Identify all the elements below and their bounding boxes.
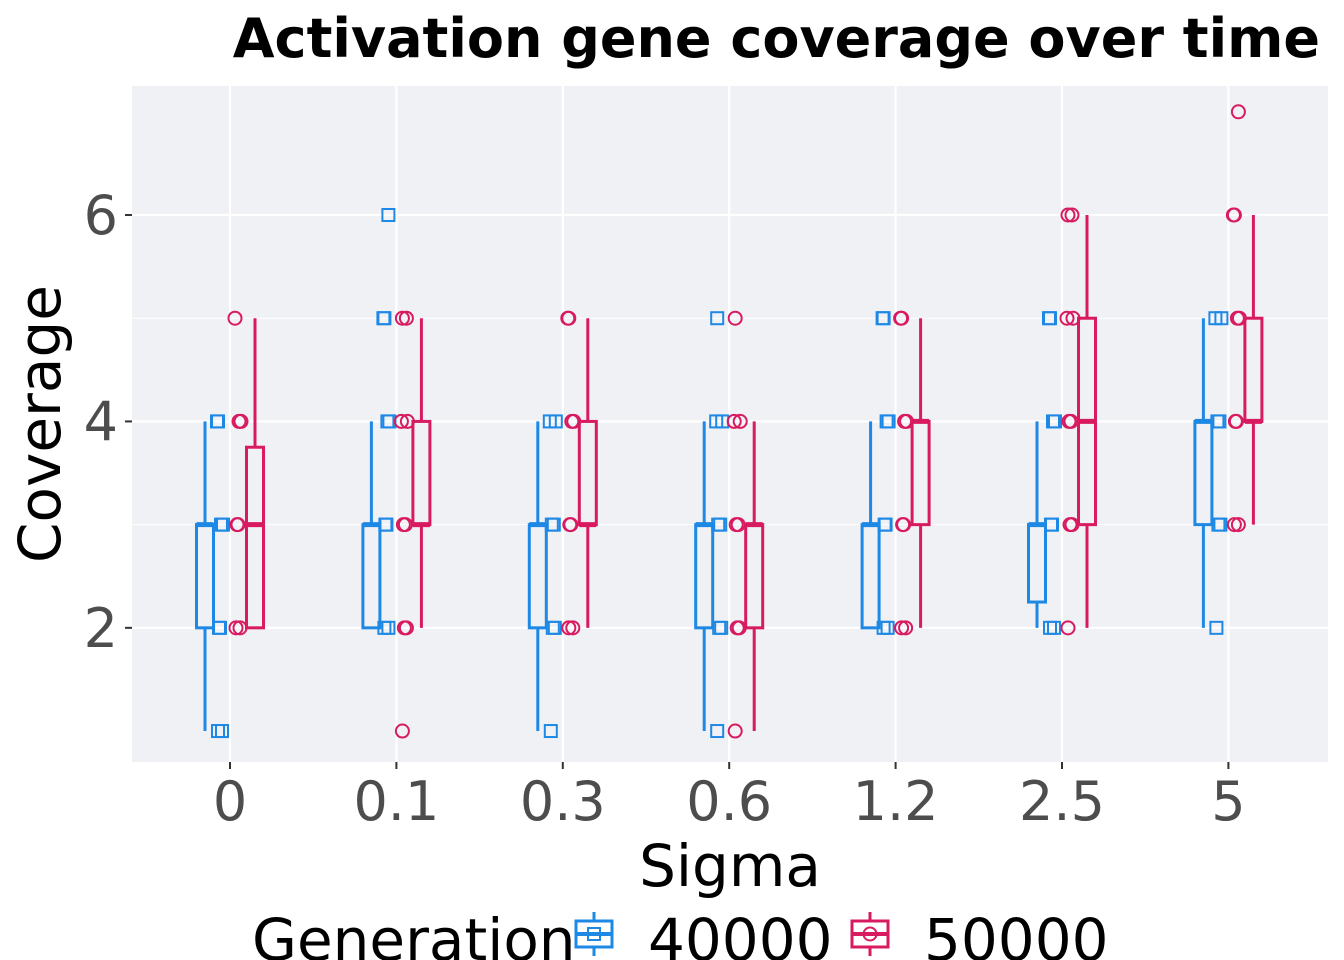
plot-marks <box>195 104 1264 739</box>
y-axis: 2 4 6 <box>84 184 132 660</box>
data-point <box>1226 207 1242 223</box>
data-point <box>378 517 393 532</box>
data-point <box>561 620 577 636</box>
x-tick-label: 0 <box>213 770 247 833</box>
x-tick-label: 5 <box>1211 770 1245 833</box>
data-point <box>545 620 560 635</box>
data-point <box>1065 310 1081 326</box>
legend: Generation 40000 50000 <box>252 906 1109 960</box>
data-point <box>398 310 414 326</box>
data-point <box>394 723 410 739</box>
data-point <box>393 413 409 429</box>
data-point <box>1227 413 1243 429</box>
data-point <box>1211 517 1226 532</box>
data-point <box>394 310 410 326</box>
x-tick-label: 0.1 <box>353 770 439 833</box>
data-point <box>227 310 243 326</box>
data-point <box>1060 620 1076 636</box>
legend-key-50000 <box>848 912 892 956</box>
y-tick-label: 6 <box>84 184 118 247</box>
data-point <box>1044 517 1058 532</box>
data-point <box>732 413 748 429</box>
data-point <box>710 724 725 739</box>
data-point <box>543 724 558 739</box>
data-point <box>216 517 230 532</box>
data-point <box>1063 413 1079 429</box>
data-point <box>399 413 415 429</box>
data-point <box>397 517 413 533</box>
data-point <box>1059 310 1075 326</box>
chart-title: Activation gene coverage over time <box>233 7 1320 70</box>
x-axis: 0 0.1 0.3 0.6 1.2 2.5 5 <box>213 762 1246 833</box>
data-point <box>565 620 581 636</box>
data-point <box>710 311 725 326</box>
data-point <box>1230 517 1246 533</box>
y-tick-label: 4 <box>84 390 118 453</box>
data-point <box>895 517 911 533</box>
data-point <box>1230 104 1246 120</box>
data-point <box>709 414 724 429</box>
data-point <box>546 517 561 532</box>
data-point <box>1048 414 1062 429</box>
data-point <box>876 311 891 326</box>
legend-key-marker <box>587 927 601 941</box>
data-point <box>1208 311 1223 326</box>
data-point <box>232 620 248 636</box>
data-point <box>562 517 578 533</box>
legend-title: Generation <box>252 906 576 960</box>
y-tick-label: 2 <box>84 597 118 660</box>
data-point <box>212 620 226 635</box>
data-point <box>233 413 249 429</box>
data-point <box>894 620 910 636</box>
x-axis-title: Sigma <box>639 832 821 900</box>
data-point <box>726 413 742 429</box>
data-point <box>1062 517 1078 533</box>
data-point <box>1064 207 1080 223</box>
data-point <box>899 413 915 429</box>
data-point <box>729 620 745 636</box>
box-50000 <box>245 445 265 630</box>
data-point <box>1226 517 1242 533</box>
data-point <box>898 620 914 636</box>
legend-label-50000: 50000 <box>924 906 1109 960</box>
data-point <box>228 620 244 636</box>
data-point <box>396 620 412 636</box>
x-tick-label: 1.2 <box>853 770 939 833</box>
x-tick-label: 2.5 <box>1019 770 1105 833</box>
data-point <box>1231 310 1247 326</box>
data-point <box>542 414 557 429</box>
data-point <box>1212 414 1227 429</box>
data-point <box>880 620 895 635</box>
data-point <box>713 517 728 532</box>
data-point <box>894 310 910 326</box>
data-point <box>211 414 225 429</box>
data-point <box>877 517 892 532</box>
data-point <box>730 517 746 533</box>
legend-label-40000: 40000 <box>648 906 833 960</box>
data-point <box>377 311 392 326</box>
data-point <box>381 620 396 635</box>
x-tick-label: 0.3 <box>520 770 606 833</box>
data-point <box>561 310 577 326</box>
legend-key-40000 <box>572 912 616 956</box>
data-point <box>712 620 727 635</box>
data-point <box>215 724 229 739</box>
data-point <box>381 208 396 223</box>
data-point <box>1047 620 1061 635</box>
data-point <box>1060 207 1076 223</box>
data-point <box>1043 311 1057 326</box>
y-axis-title: Coverage <box>6 285 74 563</box>
data-point <box>727 723 743 739</box>
data-point <box>229 517 245 533</box>
data-point <box>566 413 582 429</box>
x-tick-label: 0.6 <box>686 770 772 833</box>
data-point <box>1209 620 1224 635</box>
data-point <box>727 310 743 326</box>
legend-key-marker <box>862 926 878 942</box>
data-point <box>881 414 896 429</box>
